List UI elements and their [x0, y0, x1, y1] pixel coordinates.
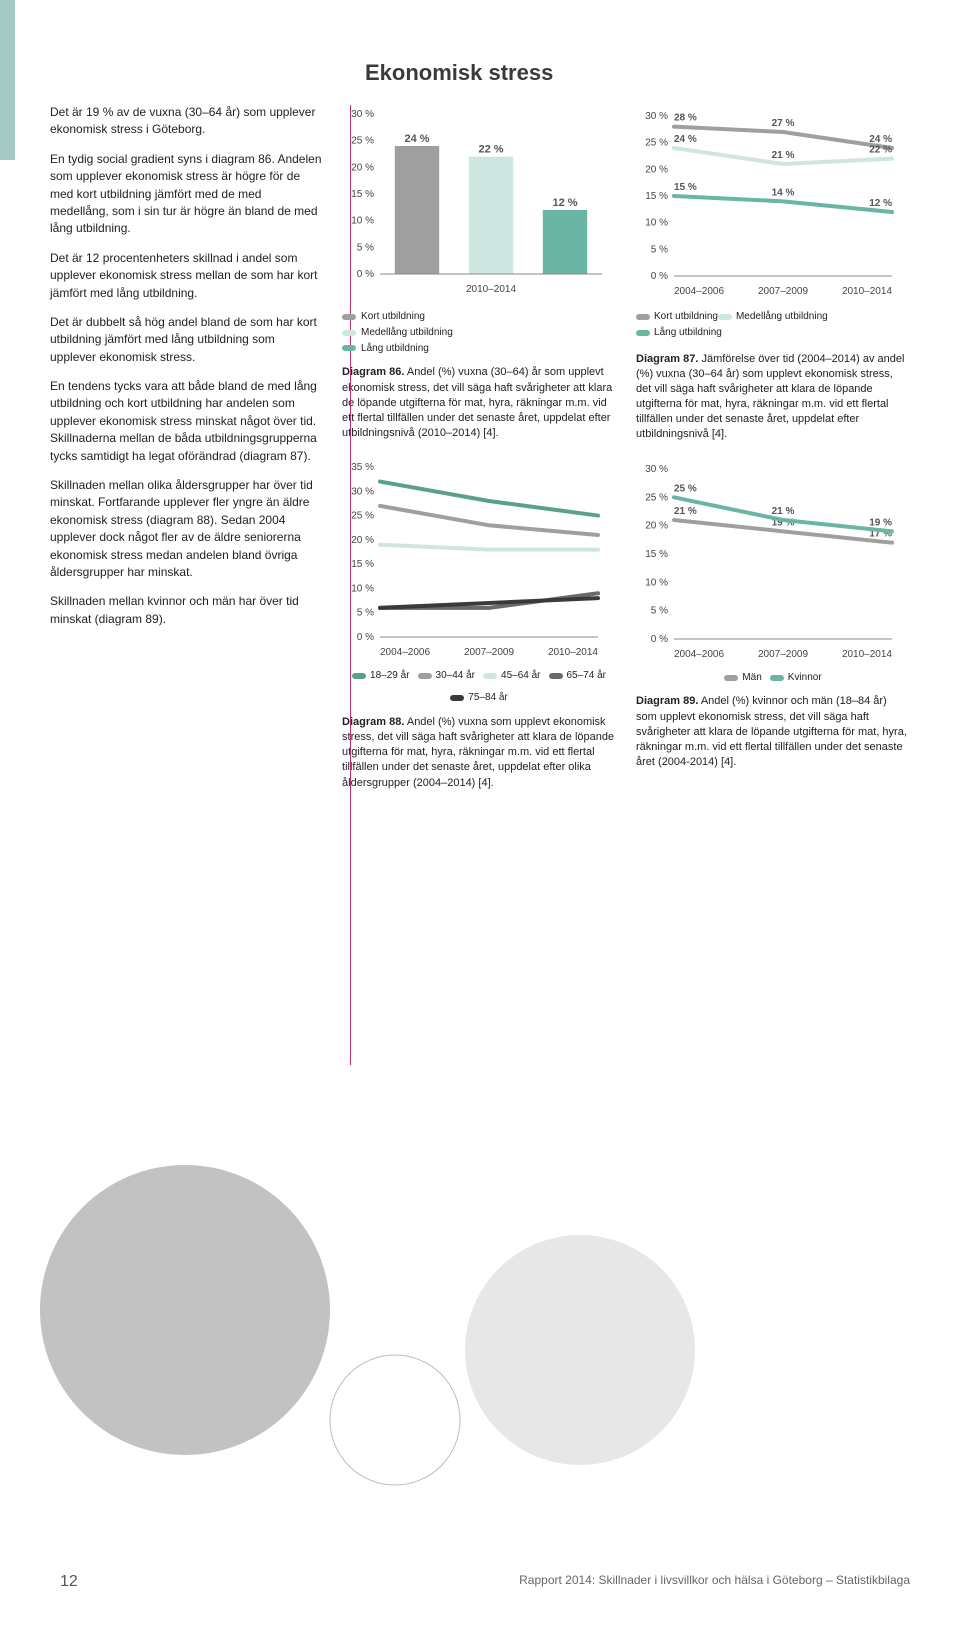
- svg-text:15 %: 15 %: [645, 549, 668, 560]
- svg-text:20 %: 20 %: [645, 520, 668, 531]
- svg-text:19 %: 19 %: [869, 517, 892, 528]
- svg-text:2010–2014: 2010–2014: [842, 286, 892, 297]
- svg-text:22 %: 22 %: [478, 144, 503, 156]
- svg-text:25 %: 25 %: [645, 492, 668, 503]
- paragraph: Skillnaden mellan kvinnor och män har öv…: [50, 593, 322, 628]
- svg-text:15 %: 15 %: [674, 182, 697, 193]
- right-column: 0 % 5 % 10 % 15 % 20 % 25 % 30 % 2004–2006 2007–…: [636, 104, 910, 801]
- svg-text:21 %: 21 %: [772, 150, 795, 161]
- svg-text:0 %: 0 %: [357, 269, 374, 280]
- paragraph: Det är 19 % av de vuxna (30–64 år) som u…: [50, 104, 322, 139]
- svg-text:5 %: 5 %: [651, 605, 668, 616]
- page-number: 12: [60, 1573, 78, 1591]
- svg-text:35 %: 35 %: [351, 462, 374, 473]
- svg-text:0 %: 0 %: [357, 632, 374, 643]
- svg-text:30 %: 30 %: [645, 111, 668, 122]
- body-text-column: Det är 19 % av de vuxna (30–64 år) som u…: [50, 104, 322, 801]
- svg-text:10 %: 10 %: [351, 216, 374, 227]
- paragraph: Skillnaden mellan olika åldersgrupper ha…: [50, 477, 322, 581]
- svg-text:24 %: 24 %: [674, 134, 697, 145]
- svg-text:10 %: 10 %: [645, 577, 668, 588]
- svg-text:24 %: 24 %: [869, 134, 892, 145]
- page-footer: 12 Rapport 2014: Skillnader i livsvillko…: [60, 1573, 910, 1591]
- svg-text:5 %: 5 %: [651, 244, 668, 255]
- chart-86-caption: Diagram 86. Andel (%) vuxna (30–64) år s…: [342, 365, 616, 441]
- svg-text:2010–2014: 2010–2014: [842, 649, 892, 660]
- svg-text:2004–2006: 2004–2006: [380, 647, 430, 658]
- svg-text:2004–2006: 2004–2006: [674, 649, 724, 660]
- svg-text:12 %: 12 %: [552, 197, 577, 209]
- svg-text:5 %: 5 %: [357, 608, 374, 619]
- chart-87: 0 % 5 % 10 % 15 % 20 % 25 % 30 % 2004–2006 2007–…: [636, 104, 910, 342]
- chart-89-caption: Diagram 89. Andel (%) kvinnor och män (1…: [636, 694, 910, 770]
- svg-text:2010–2014: 2010–2014: [466, 284, 516, 295]
- decorative-circles: [40, 1160, 740, 1520]
- svg-text:2007–2009: 2007–2009: [464, 647, 514, 658]
- chart-87-legend: Kort utbildningMedellång utbildningLång …: [636, 310, 910, 342]
- svg-text:5 %: 5 %: [357, 242, 374, 253]
- chart-89-legend: MänKvinnor: [636, 671, 910, 685]
- chart-88-caption: Diagram 88. Andel (%) vuxna som upplevt …: [342, 715, 616, 791]
- svg-text:2007–2009: 2007–2009: [758, 649, 808, 660]
- paragraph: En tydig social gradient syns i diagram …: [50, 151, 322, 238]
- svg-text:24 %: 24 %: [404, 133, 429, 145]
- svg-text:21 %: 21 %: [674, 506, 697, 517]
- paragraph: Det är dubbelt så hög andel bland de som…: [50, 314, 322, 366]
- document-page: Ekonomisk stress Det är 19 % av de vuxna…: [0, 0, 960, 1631]
- chart-88: 0 % 5 % 10 % 15 % 20 % 25 % 30 % 35 % 2004–2006 2…: [342, 455, 616, 705]
- svg-text:2004–2006: 2004–2006: [674, 286, 724, 297]
- svg-text:0 %: 0 %: [651, 634, 668, 645]
- svg-text:21 %: 21 %: [772, 506, 795, 517]
- chart-86-legend: Kort utbildningMedellång utbildningLång …: [342, 310, 616, 355]
- section-title: Ekonomisk stress: [365, 60, 910, 86]
- svg-text:2007–2009: 2007–2009: [758, 286, 808, 297]
- svg-text:28 %: 28 %: [674, 113, 697, 124]
- chart-89: 0 % 5 % 10 % 15 % 20 % 25 % 30 % 2004–2006 2007–…: [636, 457, 910, 685]
- footer-text: Rapport 2014: Skillnader i livsvillkor o…: [519, 1573, 910, 1591]
- paragraph: En tendens tycks vara att både bland de …: [50, 378, 322, 465]
- svg-text:20 %: 20 %: [351, 162, 374, 173]
- svg-text:2010–2014: 2010–2014: [548, 647, 598, 658]
- paragraph: Det är 12 procentenheters skillnad i and…: [50, 250, 322, 302]
- side-tab: [0, 0, 15, 160]
- chart-87-caption: Diagram 87. Jämförelse över tid (2004–20…: [636, 352, 910, 443]
- svg-text:14 %: 14 %: [772, 187, 795, 198]
- svg-text:27 %: 27 %: [772, 118, 795, 129]
- svg-text:15 %: 15 %: [351, 559, 374, 570]
- chart-88-legend: 18–29 år30–44 år45–64 år65–74 år75–84 år: [342, 669, 616, 705]
- svg-text:25 %: 25 %: [645, 138, 668, 149]
- svg-text:12 %: 12 %: [869, 198, 892, 209]
- svg-text:0 %: 0 %: [651, 271, 668, 282]
- svg-text:10 %: 10 %: [645, 218, 668, 229]
- svg-text:20 %: 20 %: [351, 535, 374, 546]
- chart-86: 0 % 5 % 10 % 15 % 20 % 25 % 30 % 24 % 22 % 12 % 20…: [342, 104, 616, 355]
- svg-text:20 %: 20 %: [645, 164, 668, 175]
- svg-text:15 %: 15 %: [645, 191, 668, 202]
- middle-column: 0 % 5 % 10 % 15 % 20 % 25 % 30 % 24 % 22 % 12 % 20…: [342, 104, 616, 801]
- svg-text:22 %: 22 %: [869, 145, 892, 156]
- svg-text:25 %: 25 %: [674, 483, 697, 494]
- svg-text:15 %: 15 %: [351, 189, 374, 200]
- svg-text:30 %: 30 %: [351, 109, 374, 120]
- svg-text:25 %: 25 %: [351, 136, 374, 147]
- svg-text:30 %: 30 %: [645, 464, 668, 475]
- svg-text:25 %: 25 %: [351, 511, 374, 522]
- svg-text:10 %: 10 %: [351, 584, 374, 595]
- svg-text:30 %: 30 %: [351, 487, 374, 498]
